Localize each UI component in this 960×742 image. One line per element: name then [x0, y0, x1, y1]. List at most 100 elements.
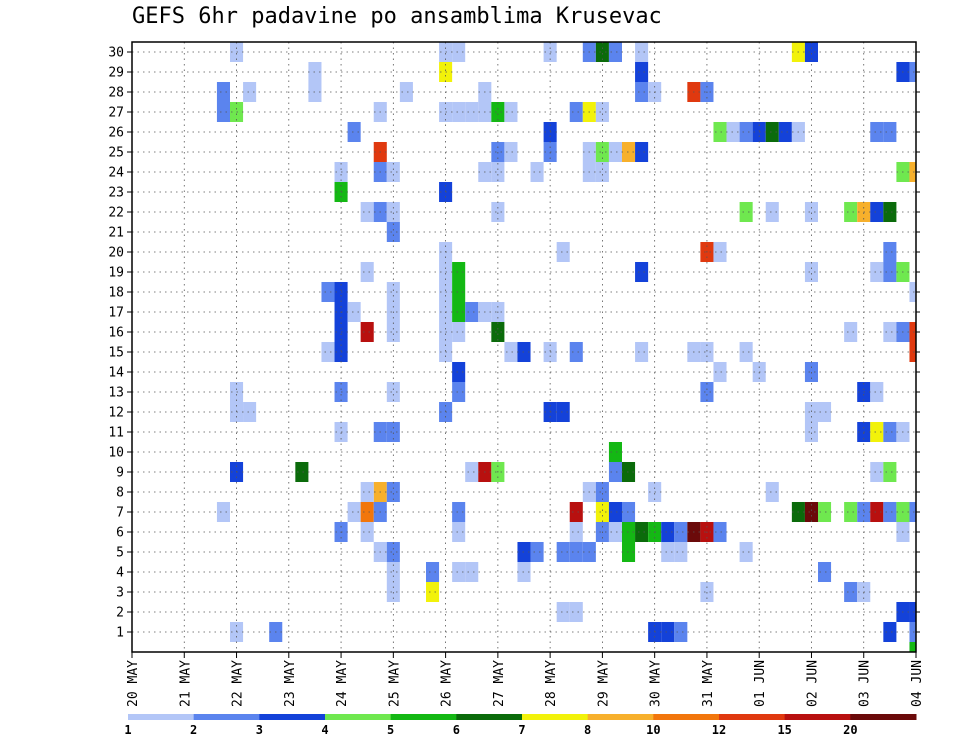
chart-title: GEFS 6hr padavine po ansamblima Krusevac — [132, 4, 662, 29]
colorbar-tick-label: 3 — [256, 723, 263, 737]
heatmap-cell — [844, 202, 858, 222]
y-tick-label: 18 — [108, 286, 124, 301]
y-axis: 1234567891011121314151617181920212223242… — [108, 46, 920, 641]
y-tick-label: 27 — [108, 106, 124, 121]
y-tick-label: 30 — [108, 46, 124, 61]
heatmap-cell — [765, 202, 779, 222]
y-tick-label: 17 — [108, 306, 124, 321]
heatmap-cell — [386, 422, 400, 442]
heatmap-cell — [608, 522, 622, 542]
heatmap-cell — [739, 122, 753, 142]
heatmap-cell — [452, 382, 466, 402]
heatmap-cell — [360, 522, 374, 542]
colorbar-tick-label: 12 — [712, 723, 726, 737]
y-tick-label: 11 — [108, 426, 124, 441]
colorbar-swatch — [259, 714, 326, 720]
colorbar-tick-label: 5 — [387, 723, 394, 737]
x-tick-label: 21 MAY — [178, 660, 193, 707]
colorbar-tick-label: 15 — [777, 723, 791, 737]
y-tick-label: 22 — [108, 206, 124, 221]
x-tick-label: 27 MAY — [492, 660, 507, 707]
heatmap-cell — [622, 142, 636, 162]
heatmap-cell — [452, 102, 466, 122]
heatmap-cell — [622, 522, 636, 542]
heatmap-cell — [739, 202, 753, 222]
heatmap-cell — [426, 562, 440, 582]
heatmap-cell — [347, 502, 361, 522]
x-tick-label: 25 MAY — [387, 660, 402, 707]
y-tick-label: 1 — [116, 626, 124, 641]
heatmap-cell — [635, 262, 649, 282]
heatmap-cell — [726, 122, 740, 142]
heatmap-cell — [465, 562, 479, 582]
heatmap-cell — [804, 502, 818, 522]
colorbar-swatch — [128, 714, 195, 720]
colorbar-swatch — [719, 714, 786, 720]
y-tick-label: 3 — [116, 586, 124, 601]
colorbar-tick-label: 8 — [584, 723, 591, 737]
heatmap-cell — [216, 102, 230, 122]
heatmap-cell — [452, 322, 466, 342]
y-tick-label: 24 — [108, 166, 124, 181]
heatmap-cell — [635, 42, 649, 62]
colorbar-tick-label: 2 — [190, 723, 197, 737]
heatmap-cell — [870, 462, 884, 482]
colorbar-swatch — [456, 714, 523, 720]
heatmap-cell — [295, 462, 309, 482]
heatmap-cell — [883, 422, 897, 442]
heatmap-cell — [530, 162, 544, 182]
heatmap-cell — [909, 282, 916, 302]
x-tick-label: 02 JUN — [805, 660, 820, 707]
heatmap-cell — [608, 142, 622, 162]
y-tick-label: 13 — [108, 386, 124, 401]
heatmap-cell — [739, 342, 753, 362]
colorbar-tick-label: 7 — [518, 723, 525, 737]
heatmap-cell — [595, 482, 609, 502]
heatmap-cell — [713, 522, 727, 542]
x-tick-label: 04 JUN — [910, 660, 925, 707]
heatmap-cell — [569, 542, 583, 562]
heatmap-cell — [674, 622, 688, 642]
heatmap-cell — [883, 462, 897, 482]
heatmap-cell — [347, 122, 361, 142]
heatmap-cell — [608, 502, 622, 522]
colorbar-swatch — [653, 714, 720, 720]
y-tick-label: 10 — [108, 446, 124, 461]
colorbar-tick-label: 20 — [843, 723, 857, 737]
y-tick-label: 6 — [116, 526, 124, 541]
heatmap-cell — [530, 542, 544, 562]
plot-frame — [131, 41, 917, 653]
y-tick-label: 26 — [108, 126, 124, 141]
heatmap-cell — [491, 202, 505, 222]
heatmap-cell — [883, 242, 897, 262]
colorbar-tick-label: 6 — [453, 723, 460, 737]
heatmap-cell — [595, 502, 609, 522]
colorbar-swatch — [325, 714, 392, 720]
heatmap-cell — [216, 82, 230, 102]
heatmap-cell — [883, 622, 897, 642]
heatmap-cell — [556, 242, 570, 262]
heatmap-cell — [635, 342, 649, 362]
colorbar-tick-label: 10 — [646, 723, 660, 737]
colorbar-swatch — [850, 714, 917, 720]
heatmap-cell — [608, 42, 622, 62]
heatmap-cell — [452, 502, 466, 522]
x-tick-label: 28 MAY — [544, 660, 559, 707]
x-tick-label: 30 MAY — [649, 660, 664, 707]
heatmap-cell — [674, 542, 688, 562]
heatmap-cell — [569, 522, 583, 542]
heatmap-cell — [386, 162, 400, 182]
colorbar-tick-label: 4 — [321, 723, 328, 737]
heatmap-cell — [635, 62, 649, 82]
heatmap-cell — [360, 502, 374, 522]
heatmap-cell — [870, 382, 884, 402]
heatmap-cell — [386, 382, 400, 402]
y-tick-label: 16 — [108, 326, 124, 341]
heatmap-cell — [804, 202, 818, 222]
heatmap-cell — [556, 602, 570, 622]
heatmap-cell — [778, 122, 792, 142]
heatmap-cell — [818, 502, 832, 522]
x-tick-label: 24 MAY — [335, 660, 350, 707]
heatmap-cell — [883, 122, 897, 142]
heatmap-cell — [661, 622, 675, 642]
